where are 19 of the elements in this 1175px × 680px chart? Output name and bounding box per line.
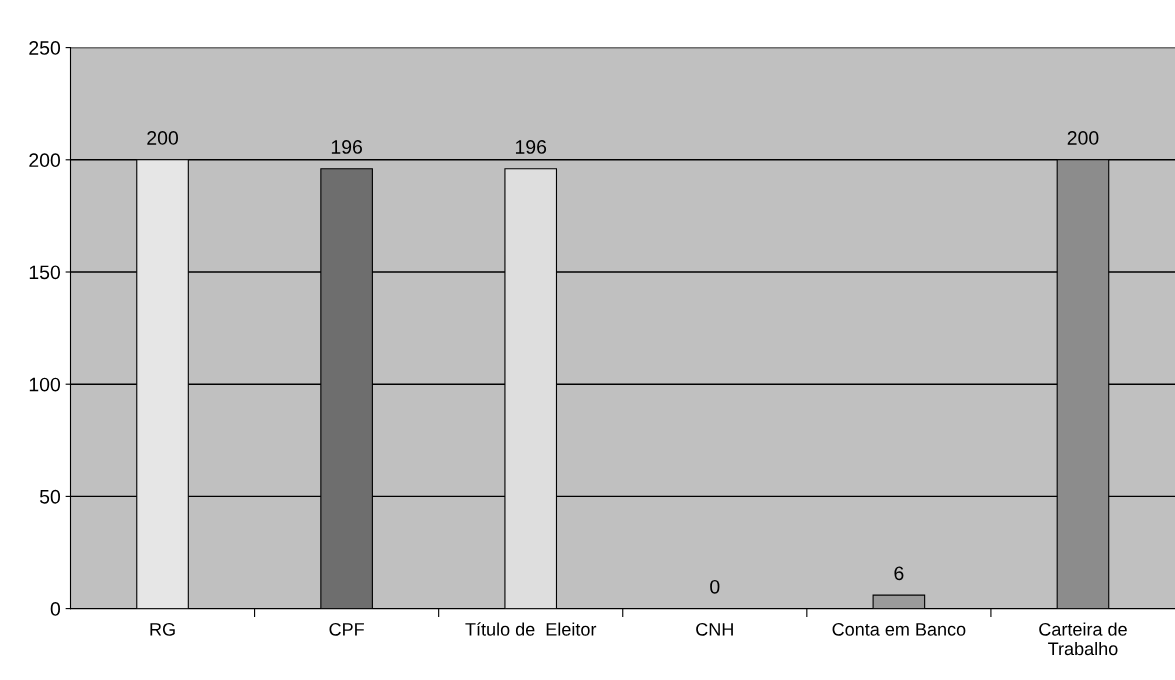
bar [872,594,926,609]
y-tick-label: 200 [29,153,61,168]
x-tick-label: Carteira de Trabalho [1039,622,1127,656]
data-label: 0 [710,579,720,594]
y-tick-label: 250 [29,41,61,55]
data-label: 200 [147,131,178,145]
data-label: 196 [515,140,547,154]
x-tick-label: Conta em Banco [832,622,966,636]
x-tick-label: CPF [329,622,364,636]
y-tick-label: 50 [39,489,61,504]
data-label: 6 [894,566,904,581]
x-tick-label: CNH [696,622,733,636]
data-label: 196 [331,140,362,154]
x-tick-label: RG [150,622,175,636]
y-tick-label: 0 [50,602,61,616]
y-tick-label: 150 [29,265,61,280]
y-tick-label: 100 [29,377,61,392]
data-label: 200 [1067,131,1099,145]
x-tick-label: Título de Eleitor [465,622,597,636]
